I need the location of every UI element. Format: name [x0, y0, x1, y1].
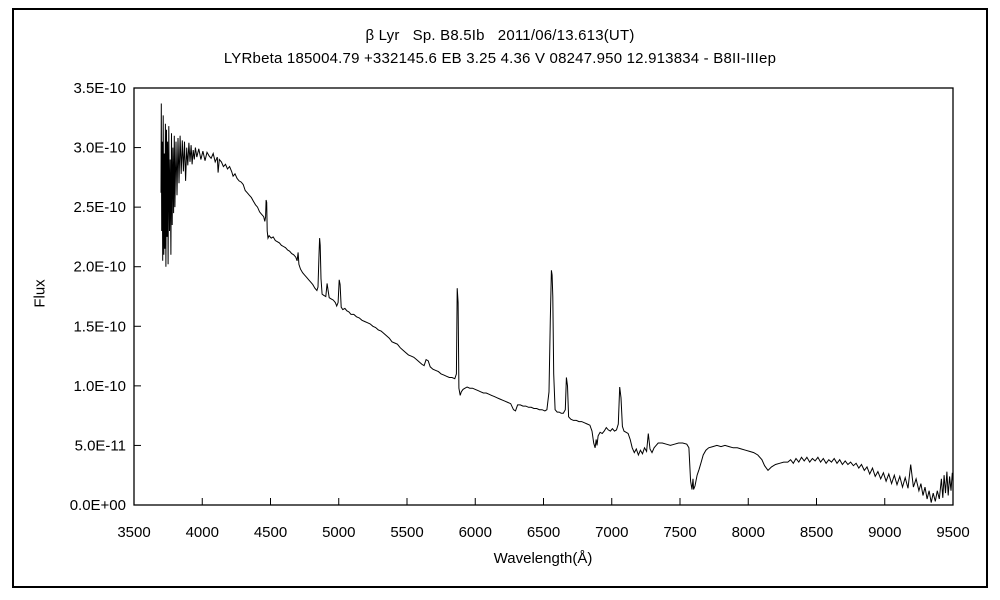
x-tick-label: 8000 — [732, 524, 765, 541]
x-tick-label: 4000 — [186, 524, 219, 541]
x-tick-label: 6500 — [527, 524, 560, 541]
plot-frame — [133, 87, 954, 506]
x-tick-label: 6000 — [459, 524, 492, 541]
y-tick-label: 1.5E-10 — [73, 318, 126, 335]
x-tick-label: 5500 — [390, 524, 423, 541]
spectrum-line — [160, 103, 954, 503]
x-tick-label: 4500 — [254, 524, 287, 541]
x-tick-label: 3500 — [117, 524, 150, 541]
figure-border — [12, 8, 988, 588]
y-tick-label: 3.0E-10 — [73, 140, 126, 157]
y-tick-label: 5.0E-11 — [75, 437, 126, 454]
y-tick-label: 2.0E-10 — [73, 259, 126, 276]
x-axis-label: Wavelength(Å) — [493, 550, 593, 567]
y-tick-label: 1.0E-10 — [73, 378, 126, 395]
x-tick-label: 8500 — [800, 524, 833, 541]
x-tick-label: 9000 — [868, 524, 901, 541]
y-tick-label: 0.0E+00 — [70, 497, 126, 514]
x-tick-label: 9500 — [936, 524, 969, 541]
y-tick-label: 2.5E-10 — [73, 199, 126, 216]
y-tick-label: 3.5E-10 — [73, 80, 126, 97]
x-tick-label: 5000 — [322, 524, 355, 541]
x-tick-label: 7500 — [663, 524, 696, 541]
chart-subtitle: LYRbeta 185004.79 +332145.6 EB 3.25 4.36… — [223, 50, 777, 67]
x-tick-label: 7000 — [595, 524, 628, 541]
chart-title: β Lyr Sp. B8.5Ib 2011/06/13.613(UT) — [365, 27, 635, 44]
